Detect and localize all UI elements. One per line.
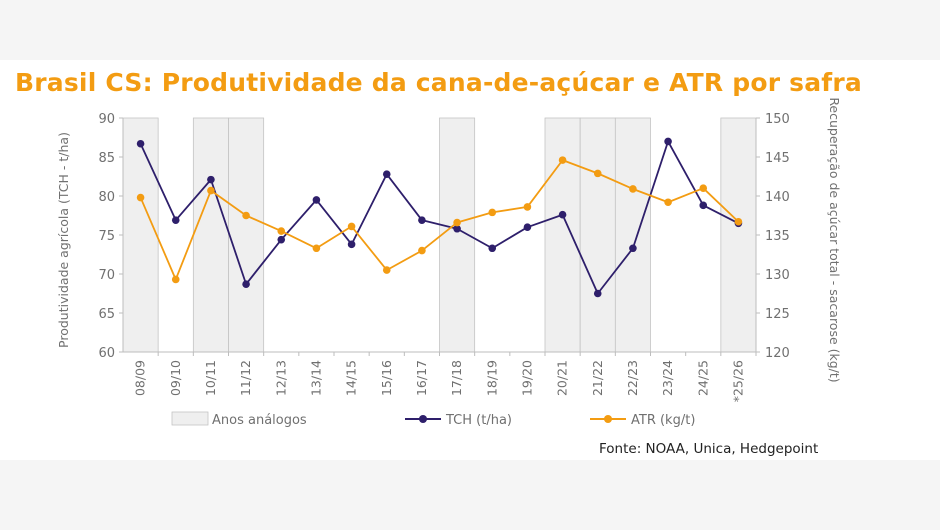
tch-point: [488, 244, 497, 253]
x-tick-label: *25/26: [730, 360, 745, 402]
x-tick-label: 12/13: [273, 360, 288, 396]
x-tick-label: 11/12: [238, 360, 253, 396]
atr-line: [139, 159, 740, 281]
tch-line: [139, 140, 739, 295]
left-tick-label: 85: [98, 151, 115, 166]
right-axis-ticks: 120 125 130 135 140 145 150: [756, 112, 790, 361]
atr-point: [171, 275, 180, 284]
left-tick-label: 75: [98, 229, 115, 244]
right-tick-label: 140: [765, 190, 790, 205]
right-tick-label: 150: [765, 112, 790, 127]
x-tick-label: 21/22: [590, 360, 605, 396]
atr-point: [593, 169, 602, 178]
left-tick-label: 90: [98, 112, 115, 127]
legend-label-atr: ATR (kg/t): [631, 413, 695, 428]
x-tick-label: 24/25: [695, 360, 710, 396]
atr-point: [558, 156, 567, 164]
x-tick-label: 20/21: [555, 360, 570, 396]
tch-point: [312, 196, 321, 204]
tch-point: [664, 137, 672, 146]
analog-band: [228, 117, 265, 353]
atr-point: [382, 266, 391, 274]
right-tick-label: 135: [765, 229, 790, 244]
right-tick-label: 130: [765, 268, 790, 283]
x-axis-labels: 08/09 09/10 10/11 11/12 12/13 13/14 14/15 15/16…: [133, 352, 757, 402]
legend-marker-tch: [419, 415, 427, 423]
right-tick-label: 145: [765, 151, 790, 166]
legend-label-analog: Anos análogos: [212, 413, 307, 428]
x-tick-label: 10/11: [203, 360, 218, 396]
right-tick-label: 120: [765, 346, 790, 361]
x-tick-label: 09/10: [168, 360, 183, 396]
analog-band: [544, 117, 581, 353]
analog-band: [579, 117, 616, 353]
x-tick-label: 14/15: [344, 360, 359, 396]
atr-point: [277, 227, 286, 235]
atr-point: [664, 198, 672, 207]
left-tick-label: 70: [98, 268, 115, 283]
right-tick-label: 125: [765, 307, 790, 322]
tch-point: [699, 201, 708, 210]
left-tick-label: 65: [98, 307, 115, 322]
series-layer: [136, 137, 743, 298]
atr-point: [488, 208, 497, 217]
atr-point: [734, 217, 743, 226]
legend-marker-atr: [604, 415, 612, 423]
atr-point: [418, 246, 426, 255]
tch-point: [558, 210, 567, 219]
x-tick-label: 23/24: [660, 360, 675, 396]
x-tick-label: 15/16: [379, 360, 394, 396]
atr-point: [136, 193, 145, 202]
tch-point: [629, 244, 637, 253]
tch-point: [171, 216, 180, 224]
x-tick-label: 08/09: [133, 360, 148, 396]
atr-point: [242, 211, 250, 220]
chart-title: Brasil CS: Produtividade da cana-de-açúc…: [15, 68, 862, 97]
tch-point: [242, 280, 250, 288]
atr-point: [347, 222, 356, 231]
tch-point: [418, 216, 426, 224]
tch-point: [382, 170, 391, 178]
tch-point: [593, 289, 602, 298]
tch-point: [347, 240, 356, 249]
left-tick-label: 60: [98, 346, 115, 361]
analog-band: [614, 117, 651, 353]
left-tick-label: 80: [98, 190, 115, 205]
legend-swatch-analog: [171, 411, 209, 426]
atr-point: [312, 244, 321, 253]
analog-bands: [122, 117, 757, 353]
tch-point: [453, 224, 461, 233]
atr-point: [207, 186, 215, 195]
left-axis-ticks: 60 65 70 75 80 85 90: [98, 112, 123, 361]
analog-band: [122, 117, 159, 353]
tch-point: [277, 235, 286, 244]
left-axis-label: Produtividade agrícola (TCH - t/ha): [56, 132, 71, 348]
tch-point: [136, 139, 145, 148]
x-tick-label: 18/19: [484, 360, 499, 396]
tch-point: [523, 223, 532, 231]
source-note: Fonte: NOAA, Unica, Hedgepoint: [599, 441, 819, 457]
legend: Anos análogos TCH (t/ha) ATR (kg/t): [171, 411, 695, 428]
atr-point: [453, 218, 461, 227]
analog-band: [192, 117, 229, 353]
tch-point: [207, 175, 215, 184]
x-tick-label: 13/14: [308, 360, 323, 396]
atr-point: [699, 184, 708, 192]
legend-label-tch: TCH (t/ha): [445, 413, 512, 428]
x-tick-label: 17/18: [449, 360, 464, 396]
right-axis-label: Recuperação de açúcar total - sacarose (…: [827, 97, 842, 382]
atr-point: [523, 203, 532, 211]
x-tick-label: 16/17: [414, 360, 429, 396]
x-tick-label: 22/23: [625, 360, 640, 396]
x-tick-label: 19/20: [519, 360, 534, 396]
analog-band: [720, 117, 757, 353]
atr-point: [629, 185, 637, 193]
